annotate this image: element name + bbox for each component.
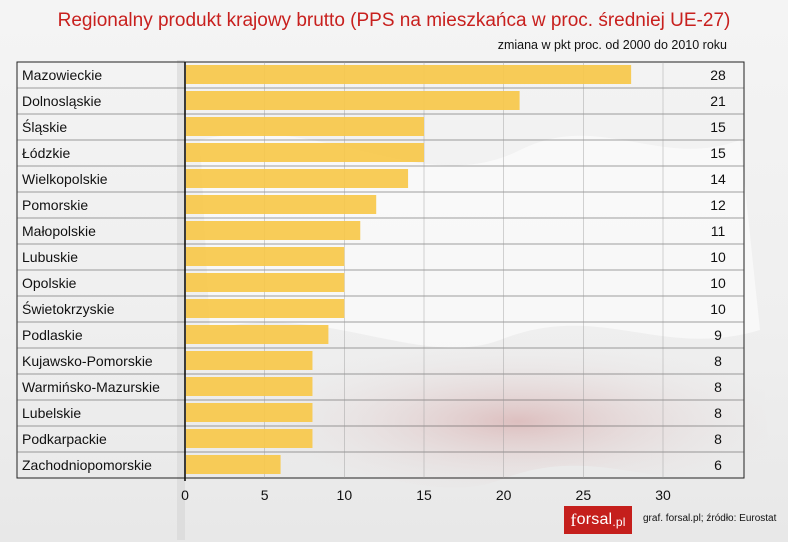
- bar: [186, 299, 345, 318]
- bar: [186, 221, 361, 240]
- category-label: Łódzkie: [22, 145, 70, 161]
- forsal-logo[interactable]: f o rsal .pl: [564, 506, 632, 534]
- x-tick-label: 5: [261, 487, 269, 503]
- category-label: Dolnosląskie: [22, 93, 102, 109]
- value-label: 8: [714, 405, 722, 421]
- category-label: Opolskie: [22, 275, 77, 291]
- value-label: 8: [714, 431, 722, 447]
- bar: [186, 377, 313, 396]
- x-tick-label: 20: [496, 487, 512, 503]
- value-label: 12: [710, 197, 726, 213]
- chart-subtitle: zmiana w pkt proc. od 2000 do 2010 roku: [497, 38, 727, 52]
- category-label: Lubelskie: [22, 405, 81, 421]
- bar: [186, 273, 345, 292]
- category-label: Podkarpackie: [22, 431, 107, 447]
- logo-text: rsal: [585, 511, 613, 528]
- chart-title: Regionalny produkt krajowy brutto (PPS n…: [57, 10, 731, 31]
- value-label: 8: [714, 379, 722, 395]
- category-label: Wielkopolskie: [22, 171, 108, 187]
- bar: [186, 325, 329, 344]
- logo-domain: .pl: [612, 515, 626, 529]
- x-tick-label: 0: [181, 487, 189, 503]
- value-label: 21: [710, 93, 726, 109]
- x-tick-label: 15: [416, 487, 432, 503]
- bar: [186, 91, 520, 110]
- category-label: Podlaskie: [22, 327, 83, 343]
- category-label: Małopolskie: [22, 223, 96, 239]
- source-note: graf. forsal.pl; źródło: Eurostat: [643, 513, 777, 524]
- value-label: 10: [710, 275, 726, 291]
- bar: [186, 429, 313, 448]
- bar: [186, 65, 632, 84]
- bar: [186, 403, 313, 422]
- value-label: 14: [710, 171, 726, 187]
- category-label: Pomorskie: [22, 197, 88, 213]
- category-label: Lubuskie: [22, 249, 78, 265]
- logo-letter-f: f: [570, 509, 577, 530]
- value-label: 9: [714, 327, 722, 343]
- value-label: 11: [711, 223, 726, 239]
- category-label: Warmińsko-Mazurskie: [22, 379, 160, 395]
- bar: [186, 169, 409, 188]
- value-label: 6: [714, 457, 722, 473]
- x-tick-label: 10: [337, 487, 353, 503]
- value-label: 10: [710, 249, 726, 265]
- bar: [186, 247, 345, 266]
- category-label: Mazowieckie: [22, 67, 102, 83]
- value-label: 28: [710, 67, 726, 83]
- category-label: Zachodniopomorskie: [22, 457, 152, 473]
- bar: [186, 195, 377, 214]
- x-tick-label: 30: [655, 487, 671, 503]
- bar: [186, 143, 424, 162]
- value-label: 15: [710, 145, 726, 161]
- value-label: 10: [710, 301, 726, 317]
- logo-circle-o: o: [576, 511, 586, 528]
- x-tick-label: 25: [576, 487, 592, 503]
- bar: [186, 455, 281, 474]
- value-label: 15: [710, 119, 726, 135]
- bar: [186, 117, 424, 136]
- category-label: Świetokrzyskie: [22, 300, 115, 317]
- category-label: Śląskie: [22, 118, 67, 135]
- category-label: Kujawsko-Pomorskie: [22, 353, 153, 369]
- bar: [186, 351, 313, 370]
- value-label: 8: [714, 353, 722, 369]
